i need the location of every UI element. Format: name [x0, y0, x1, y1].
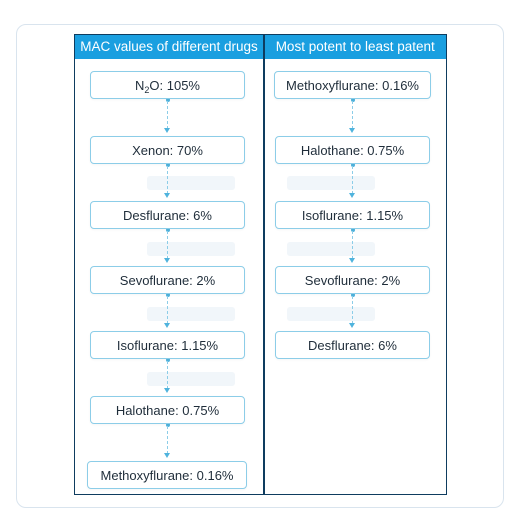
- connector-dot: [165, 98, 170, 102]
- node-desflurane: Desflurane: 6%: [90, 201, 245, 229]
- connector-dot: [165, 358, 170, 362]
- ghost-bar: [147, 176, 235, 190]
- connector-line: [167, 101, 168, 129]
- connector-arrow: [164, 193, 170, 198]
- connector-arrow: [349, 258, 355, 263]
- connector-line: [352, 166, 353, 194]
- ghost-bar: [147, 242, 235, 256]
- connector-dot: [350, 163, 355, 167]
- connector-arrow: [164, 388, 170, 393]
- connector-arrow: [349, 128, 355, 133]
- header-potency-order: Most potent to least patent: [264, 35, 446, 59]
- node-xenon: Xenon: 70%: [90, 136, 245, 164]
- connector-dot: [165, 423, 170, 427]
- ghost-bar: [147, 372, 235, 386]
- connector-dot: [165, 293, 170, 297]
- ghost-bar: [147, 307, 235, 321]
- connector-line: [352, 101, 353, 129]
- connector-arrow: [349, 193, 355, 198]
- connector-dot: [350, 228, 355, 232]
- column-divider: [263, 35, 265, 494]
- connector-line: [352, 231, 353, 259]
- node-desflurane: Desflurane: 6%: [275, 331, 430, 359]
- node-isoflurane: Isoflurane: 1.15%: [275, 201, 430, 229]
- node-halothane: Halothane: 0.75%: [90, 396, 245, 424]
- connector-line: [167, 166, 168, 194]
- node-methoxyflurane: Methoxyflurane: 0.16%: [274, 71, 431, 99]
- connector-line: [167, 231, 168, 259]
- node-halothane: Halothane: 0.75%: [275, 136, 430, 164]
- comparison-table: MAC values of different drugs Most poten…: [74, 34, 447, 495]
- connector-arrow: [164, 128, 170, 133]
- header-mac-values: MAC values of different drugs: [75, 35, 263, 59]
- connector-line: [167, 296, 168, 324]
- connector-line: [167, 361, 168, 389]
- connector-dot: [165, 163, 170, 167]
- node-sevoflurane: Sevoflurane: 2%: [275, 266, 430, 294]
- connector-dot: [350, 293, 355, 297]
- ghost-bar: [287, 176, 375, 190]
- connector-arrow: [164, 453, 170, 458]
- connector-arrow: [349, 323, 355, 328]
- connector-dot: [350, 98, 355, 102]
- node-methoxyflurane: Methoxyflurane: 0.16%: [87, 461, 247, 489]
- ghost-bar: [287, 307, 375, 321]
- connector-arrow: [164, 323, 170, 328]
- node-sevoflurane: Sevoflurane: 2%: [90, 266, 245, 294]
- node-isoflurane: Isoflurane: 1.15%: [90, 331, 245, 359]
- connector-dot: [165, 228, 170, 232]
- connector-line: [167, 426, 168, 454]
- connector-line: [352, 296, 353, 324]
- node-n2o: N2O: 105%: [90, 71, 245, 99]
- connector-arrow: [164, 258, 170, 263]
- ghost-bar: [287, 242, 375, 256]
